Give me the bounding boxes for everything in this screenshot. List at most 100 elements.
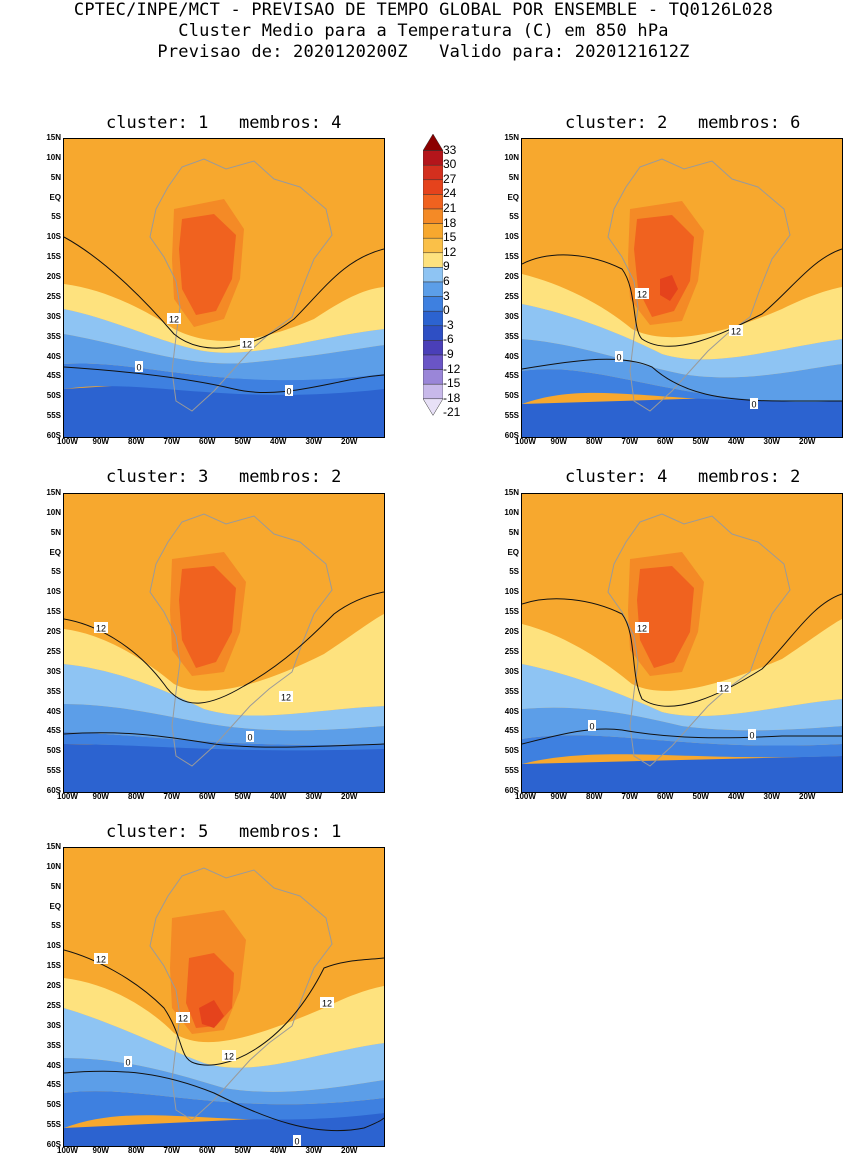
latitude-label: 15N (46, 842, 61, 851)
longitude-label: 60W (199, 437, 216, 446)
latitude-label: 55S (46, 411, 61, 421)
svg-text:12: 12 (719, 684, 729, 694)
temperature-band (64, 744, 384, 792)
latitude-label: 50S (46, 1100, 61, 1110)
colorbar-swatch (423, 134, 443, 151)
colorbar-swatch (423, 369, 443, 385)
contour-0-label: 0 (293, 1135, 301, 1146)
svg-text:0: 0 (751, 400, 756, 410)
temperature-band (64, 978, 384, 1068)
latitude-label: 15S (46, 607, 61, 617)
latitude-label: 60S (504, 431, 519, 440)
latitude-label: 30S (504, 666, 519, 676)
longitude-label: 20W (341, 792, 358, 801)
svg-text:12: 12 (731, 327, 741, 337)
latitude-label: 35S (504, 686, 519, 696)
continent-outline (149, 513, 333, 767)
latitude-label: 40S (46, 351, 61, 361)
longitude-label: 40W (728, 792, 745, 801)
panel-1-field: 12 12 0 0 (64, 158, 384, 437)
contour-12-label: 12 (167, 313, 181, 325)
temperature-band (522, 304, 842, 378)
contour-0 (522, 358, 842, 402)
panel-4-map: 12 12 0 0 (521, 493, 843, 793)
contour-0-label: 0 (124, 1056, 132, 1068)
colorbar-level-label: -21 (443, 405, 461, 420)
panel-4-title: cluster: 4 membros: 2 (565, 467, 801, 487)
panel-2-map: 12 12 0 0 (521, 138, 843, 438)
contour-12-label: 12 (222, 1050, 236, 1062)
temperature-band (64, 1008, 384, 1092)
temperature-band (64, 284, 384, 353)
temperature-band (199, 1000, 224, 1028)
colorbar-swatch (423, 252, 443, 268)
colorbar-level-label: -6 (443, 332, 454, 347)
longitude-label: 20W (341, 1146, 358, 1155)
panel-3-field: 12 12 0 (64, 513, 384, 792)
panel-4-field: 12 12 0 0 (522, 513, 842, 792)
latitude-label: 15S (46, 961, 61, 971)
colorbar-swatch (423, 267, 443, 283)
continent-outline (607, 158, 791, 412)
latitude-label: 10N (46, 152, 61, 162)
longitude-label: 80W (128, 792, 145, 801)
latitude-label: 35S (46, 686, 61, 696)
latitude-label: 5N (508, 527, 519, 537)
longitude-label: 60W (199, 1146, 216, 1155)
latitude-label: 5N (508, 172, 519, 182)
longitude-label: 100W (57, 792, 78, 801)
longitude-label: 20W (341, 437, 358, 446)
latitude-label: 20S (46, 272, 61, 282)
latitude-label: 50S (46, 391, 61, 401)
colorbar-level-label: 15 (443, 230, 457, 245)
longitude-label: 40W (270, 437, 287, 446)
temperature-band (522, 369, 842, 404)
longitude-label: 80W (586, 792, 603, 801)
contour-12-label: 12 (176, 1012, 190, 1024)
latitude-label: 20S (46, 981, 61, 991)
colorbar-level-label: 27 (443, 171, 457, 186)
svg-text:0: 0 (749, 731, 754, 741)
latitude-label: 30S (46, 1020, 61, 1030)
colorbar-swatch (423, 383, 443, 400)
temperature-band (64, 1091, 384, 1128)
longitude-label: 30W (305, 437, 322, 446)
colorbar-swatch (423, 237, 443, 254)
latitude-label: 5N (50, 881, 61, 891)
panel-3-map: 12 12 0 (63, 493, 385, 793)
longitude-label: 90W (92, 1146, 109, 1155)
contour-12-label: 12 (94, 953, 108, 965)
temperature-band (522, 619, 842, 717)
latitude-label: 5N (50, 527, 61, 537)
svg-text:0: 0 (125, 1058, 130, 1068)
longitude-label: 100W (57, 1146, 78, 1155)
contour-0-label: 0 (588, 720, 596, 732)
contour-12 (64, 949, 384, 1066)
latitude-label: 15N (46, 488, 61, 497)
colorbar-level-label: 33 (443, 142, 457, 157)
colorbar-level-label: -3 (443, 317, 454, 332)
colorbar-swatch (423, 164, 443, 181)
latitude-label: 60S (46, 1140, 61, 1149)
longitude-label: 70W (621, 437, 638, 446)
subtitle-variable: Cluster Medio para a Temperatura (C) em … (178, 21, 669, 41)
temperature-band (660, 275, 678, 301)
latitude-label: 10S (504, 232, 519, 242)
colorbar-level-label: -18 (443, 390, 461, 405)
longitude-label: 70W (163, 1146, 180, 1155)
contour-12-label: 12 (240, 338, 254, 350)
latitude-label: 10S (46, 232, 61, 242)
longitude-label: 90W (550, 792, 567, 801)
continent-outline (149, 867, 333, 1121)
svg-text:12: 12 (224, 1052, 234, 1062)
colorbar-level-label: 6 (443, 274, 450, 288)
temperature-band (179, 566, 236, 668)
contour-12-label: 12 (94, 622, 108, 634)
latitude-label: 15N (504, 133, 519, 142)
latitude-label: 45S (46, 1080, 61, 1090)
temperature-band (64, 309, 384, 364)
longitude-label: 40W (270, 792, 287, 801)
longitude-label: 50W (692, 792, 709, 801)
colorbar-level-label: 24 (443, 186, 457, 201)
colorbar-swatch (423, 223, 443, 239)
